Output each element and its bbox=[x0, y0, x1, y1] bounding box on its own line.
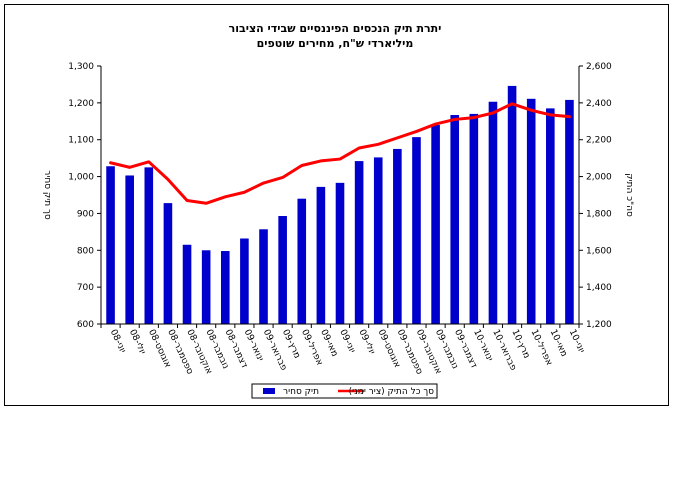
line-point-15 bbox=[396, 137, 399, 139]
line-point-12 bbox=[339, 158, 341, 160]
bar-7 bbox=[240, 238, 249, 324]
y-right-tick-label-7: 2,600 bbox=[586, 62, 612, 72]
y-right-tick-label-0: 1,200 bbox=[586, 320, 612, 330]
bar-1 bbox=[125, 175, 134, 324]
bar-21 bbox=[507, 85, 517, 325]
bar-8 bbox=[259, 229, 268, 324]
x-tick-label-12: יוני-09 bbox=[337, 328, 357, 355]
bar-2 bbox=[144, 167, 154, 324]
line-point-5 bbox=[205, 202, 207, 205]
x-axis-labels: יוני-08יולי-08אוגוסט-08ספטמבר-08אוקטובר-… bbox=[108, 328, 586, 376]
bar-17 bbox=[431, 124, 440, 324]
line-point-14 bbox=[377, 143, 380, 146]
line-point-0 bbox=[109, 161, 112, 164]
y-left-tick-label-6: 1,200 bbox=[68, 99, 94, 109]
y-left-tick-label-5: 1,100 bbox=[68, 136, 94, 146]
bar-9 bbox=[278, 216, 287, 324]
chart-frame: יתרת תיק הנכסים הפיננסיים שבידי הציבור מ… bbox=[4, 4, 669, 406]
y-left-tick-label-2: 800 bbox=[77, 246, 94, 256]
x-tick-label-11: מאי-09 bbox=[318, 328, 339, 358]
y-right-axis-labels: 1,200 1,400 1,600 1,800 2,000 2,200 2,400 2,600 bbox=[586, 62, 612, 330]
bar-16 bbox=[412, 137, 421, 324]
y-right-tick-label-2: 1,600 bbox=[586, 246, 612, 256]
bar-0 bbox=[106, 166, 115, 324]
line-point-20 bbox=[492, 112, 494, 114]
y-left-axis-labels: 600 700 800 900 1,000 1,100 1,200 1,300 bbox=[68, 62, 94, 330]
y-right-tick-label-4: 2,000 bbox=[586, 173, 612, 183]
line-point-4 bbox=[186, 199, 188, 202]
bar-series bbox=[106, 85, 574, 325]
y-left-axis-title: סך תיק סחיר bbox=[42, 170, 52, 220]
line-point-10 bbox=[300, 164, 303, 167]
x-tick-label-24: יוני-10 bbox=[567, 328, 587, 355]
bar-23 bbox=[546, 108, 555, 324]
line-point-18 bbox=[453, 118, 456, 121]
bar-22 bbox=[526, 98, 536, 324]
y-right-tick-label-1: 1,400 bbox=[586, 283, 612, 293]
bar-6 bbox=[220, 251, 230, 324]
x-tick-label-1: יולי-08 bbox=[127, 328, 147, 356]
line-point-21 bbox=[511, 102, 513, 105]
line-point-7 bbox=[243, 191, 246, 194]
chart-title: יתרת תיק הנכסים הפיננסיים שבידי הציבור bbox=[229, 22, 442, 35]
bar-12 bbox=[335, 182, 345, 324]
y-right-axis-title: סה"כ התיק bbox=[624, 173, 634, 217]
line-point-6 bbox=[224, 196, 227, 198]
bar-4 bbox=[182, 244, 192, 324]
x-tick-label-23: מאי-10 bbox=[548, 328, 569, 358]
line-point-17 bbox=[434, 123, 437, 125]
bar-13 bbox=[354, 161, 364, 324]
legend-bar-swatch bbox=[263, 388, 275, 394]
line-point-8 bbox=[262, 182, 265, 184]
line-point-1 bbox=[128, 166, 131, 169]
line-point-16 bbox=[415, 130, 418, 133]
line-point-9 bbox=[281, 176, 284, 179]
line-point-22 bbox=[530, 109, 532, 112]
y-left-tick-label-1: 700 bbox=[77, 283, 94, 293]
y-left-tick-label-4: 1,000 bbox=[68, 173, 94, 183]
bar-3 bbox=[163, 203, 173, 324]
legend-line-label: סך כל התיק (ציר ימני) bbox=[349, 387, 435, 397]
chart-subtitle: מיליארדי ש"ח, מחירים שוטפים bbox=[257, 37, 414, 50]
bar-18 bbox=[450, 115, 460, 325]
bar-15 bbox=[393, 148, 402, 324]
line-point-2 bbox=[148, 161, 150, 163]
line-point-11 bbox=[320, 160, 322, 162]
bar-5 bbox=[201, 250, 211, 324]
axes bbox=[97, 65, 583, 328]
line-point-19 bbox=[473, 116, 475, 119]
bar-11 bbox=[316, 186, 326, 324]
y-left-tick-label-3: 900 bbox=[77, 209, 94, 219]
bar-19 bbox=[469, 113, 479, 324]
line-point-3 bbox=[167, 178, 169, 181]
y-left-tick-label-7: 1,300 bbox=[68, 62, 94, 72]
y-right-tick-label-3: 1,800 bbox=[586, 209, 612, 219]
bar-24 bbox=[565, 99, 574, 324]
bar-10 bbox=[297, 198, 307, 324]
line-point-24 bbox=[568, 115, 571, 118]
y-right-tick-label-5: 2,200 bbox=[586, 136, 612, 146]
line-point-23 bbox=[549, 114, 552, 116]
y-right-tick-label-6: 2,400 bbox=[586, 99, 612, 109]
x-tick-label-0: יוני-08 bbox=[108, 328, 128, 355]
x-tick-label-13: יולי-09 bbox=[356, 328, 376, 356]
bar-20 bbox=[488, 101, 498, 324]
chart-svg: יתרת תיק הנכסים הפיננסיים שבידי הציבור מ… bbox=[42, 22, 634, 399]
legend: תיק סחיר סך כל התיק (ציר ימני) bbox=[251, 383, 438, 399]
y-left-tick-label-0: 600 bbox=[77, 320, 94, 330]
line-series bbox=[109, 102, 571, 205]
line-point-13 bbox=[358, 147, 360, 149]
bar-14 bbox=[373, 157, 383, 324]
legend-bar-label: תיק סחיר bbox=[283, 387, 319, 397]
